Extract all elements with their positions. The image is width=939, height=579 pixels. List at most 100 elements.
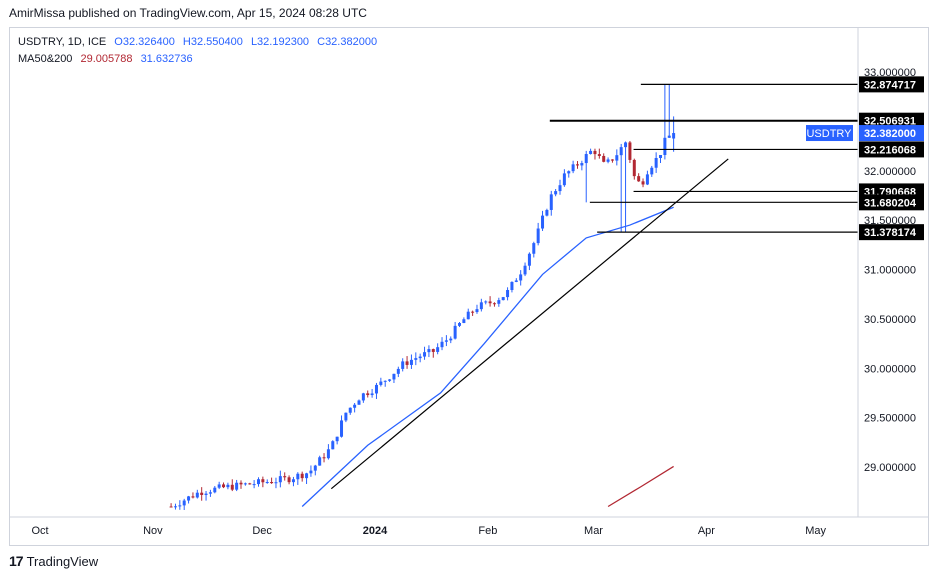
- candle: [361, 392, 365, 403]
- candle: [370, 388, 374, 398]
- candle: [523, 262, 527, 277]
- candle-body: [567, 171, 571, 174]
- candle: [200, 487, 204, 501]
- candle-body: [536, 228, 540, 244]
- candle-body: [318, 457, 322, 466]
- ma200-value: 31.632736: [140, 53, 193, 65]
- candle: [606, 157, 610, 164]
- candle-body: [532, 243, 536, 254]
- legend-low: L32.192300: [250, 36, 310, 48]
- candle: [506, 287, 510, 301]
- candle: [235, 479, 239, 492]
- level-label: 32.506931: [864, 116, 916, 128]
- candle: [501, 296, 505, 301]
- candle: [514, 278, 518, 283]
- candle: [628, 140, 632, 164]
- candle-body: [615, 155, 619, 161]
- candle-body: [610, 159, 614, 161]
- candle-body: [414, 358, 418, 360]
- candle-body: [178, 505, 182, 507]
- candle-body: [484, 301, 488, 303]
- candle: [554, 188, 558, 197]
- candle: [300, 471, 304, 482]
- legend-symbol[interactable]: USDTRY, 1D, ICE: [18, 36, 107, 48]
- footer-brand[interactable]: TradingView: [26, 553, 99, 569]
- candle: [287, 475, 291, 485]
- candle-body: [226, 484, 230, 488]
- candle: [527, 252, 531, 271]
- candle-body: [278, 476, 282, 483]
- candle: [204, 490, 208, 501]
- candle: [357, 399, 361, 405]
- candle-body: [239, 482, 243, 485]
- candle: [637, 173, 641, 182]
- candle-body: [222, 484, 226, 488]
- publisher-caption: AmirMissa published on TradingView.com, …: [9, 6, 367, 20]
- candle-body: [602, 155, 606, 162]
- candle-body: [593, 150, 597, 155]
- candle-body: [519, 274, 523, 281]
- candle: [641, 178, 645, 188]
- candle-body: [326, 449, 330, 459]
- candle: [667, 84, 671, 138]
- x-tick-label: Oct: [31, 525, 48, 537]
- candle-body: [243, 483, 247, 485]
- candle-body: [549, 194, 553, 210]
- candle: [536, 222, 540, 246]
- x-tick-label: Mar: [584, 525, 603, 537]
- candle: [195, 489, 199, 499]
- candle: [458, 322, 462, 328]
- candle-body: [471, 311, 475, 313]
- candle: [575, 161, 579, 169]
- level-label-bg: [859, 194, 924, 211]
- y-tick-label: 32.000000: [864, 166, 916, 178]
- x-tick-label: Feb: [478, 525, 497, 537]
- candle-body: [497, 300, 501, 304]
- x-tick-label: 2024: [363, 525, 388, 537]
- candle-body: [265, 482, 269, 484]
- candle-body: [659, 155, 663, 159]
- candle-body: [571, 164, 575, 172]
- candle: [488, 296, 492, 307]
- candle-body: [274, 482, 278, 484]
- candle-body: [506, 290, 510, 298]
- candle: [650, 165, 654, 177]
- candle: [248, 482, 252, 485]
- candle: [265, 479, 269, 484]
- legend-high: H32.550400: [182, 36, 243, 48]
- candle: [414, 352, 418, 366]
- candle-body: [169, 506, 173, 508]
- candle-body: [427, 349, 431, 353]
- candle: [405, 356, 409, 369]
- candle-body: [173, 506, 177, 508]
- candle-body: [396, 368, 400, 374]
- tradingview-logo-icon: 17: [9, 553, 24, 569]
- ma-legend-label[interactable]: MA50&200: [18, 53, 73, 65]
- candle-body: [589, 150, 593, 155]
- candle-body: [313, 465, 317, 471]
- candle: [318, 455, 322, 466]
- overlay-lines: [301, 83, 858, 508]
- candle-body: [449, 338, 453, 341]
- level-label-bg: [859, 76, 924, 93]
- candle: [335, 436, 339, 445]
- candle: [619, 143, 623, 233]
- candle: [519, 270, 523, 286]
- candle-body: [431, 349, 435, 352]
- candle-body: [191, 496, 195, 498]
- candle-body: [335, 436, 339, 442]
- candle: [173, 503, 177, 510]
- candle-body: [637, 176, 641, 182]
- candle-body: [466, 311, 470, 320]
- candle-body: [488, 301, 492, 304]
- candle: [191, 492, 195, 499]
- candle: [436, 343, 440, 355]
- candle: [326, 444, 330, 460]
- candle: [392, 373, 396, 384]
- candle-body: [663, 137, 667, 156]
- candle-body: [645, 174, 649, 185]
- candle-body: [510, 281, 514, 291]
- candle: [274, 477, 278, 489]
- candle: [374, 382, 378, 399]
